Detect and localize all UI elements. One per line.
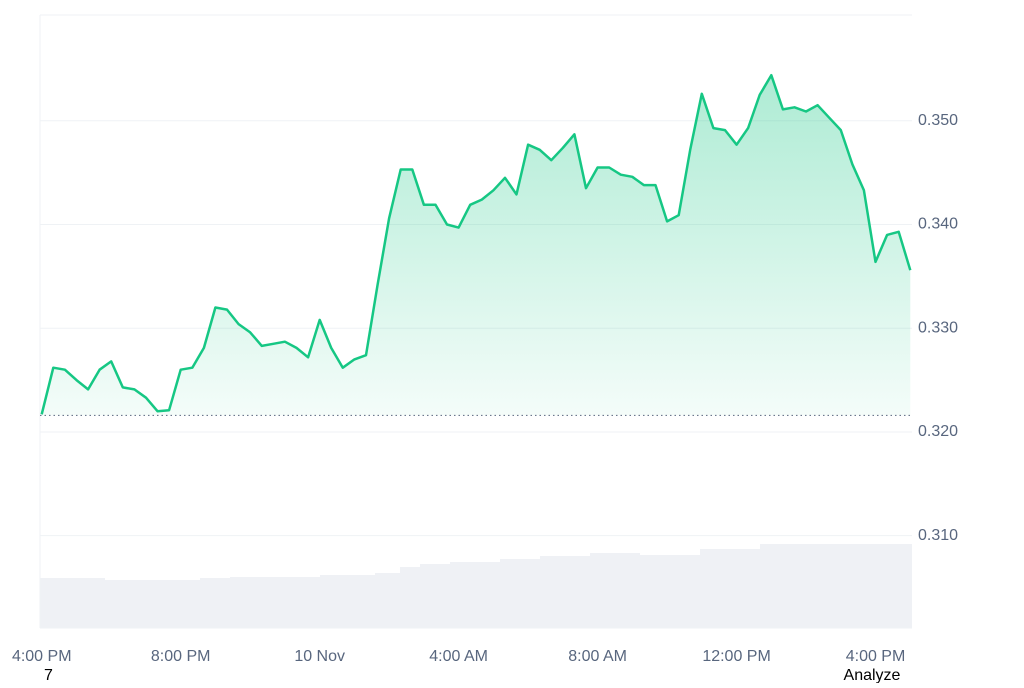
y-tick-label: 0.320 xyxy=(918,423,958,440)
area xyxy=(41,75,911,416)
x-tick-label: 4:00 PM xyxy=(846,648,906,665)
footer-right: Analyze xyxy=(844,667,901,683)
y-tick-label: 0.310 xyxy=(918,527,958,544)
y-tick-label: 0.350 xyxy=(918,112,958,129)
x-tick-label: 8:00 AM xyxy=(568,648,627,665)
x-tick-label: 4:00 AM xyxy=(429,648,488,665)
x-tick-label: 12:00 PM xyxy=(702,648,770,665)
x-tick-label: 8:00 PM xyxy=(151,648,211,665)
y-tick-label: 0.330 xyxy=(918,319,958,336)
x-tick-label: 10 Nov xyxy=(294,648,345,665)
footer-left: 7 xyxy=(44,667,53,683)
y-tick-label: 0.340 xyxy=(918,216,958,233)
x-tick-label: 4:00 PM xyxy=(12,648,72,665)
price-line-up xyxy=(40,73,912,415)
volume-area xyxy=(40,544,912,628)
